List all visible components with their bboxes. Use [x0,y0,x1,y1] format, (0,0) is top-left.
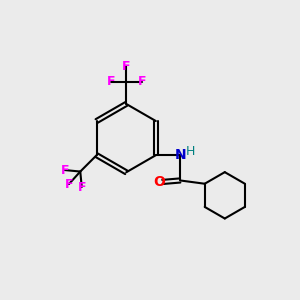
Text: F: F [137,75,146,88]
Text: F: F [122,60,130,73]
Text: O: O [154,175,165,189]
Text: F: F [61,164,69,177]
Text: F: F [106,75,115,88]
Text: N: N [174,148,186,162]
Text: H: H [186,145,195,158]
Text: F: F [77,181,86,194]
Text: F: F [65,178,73,190]
